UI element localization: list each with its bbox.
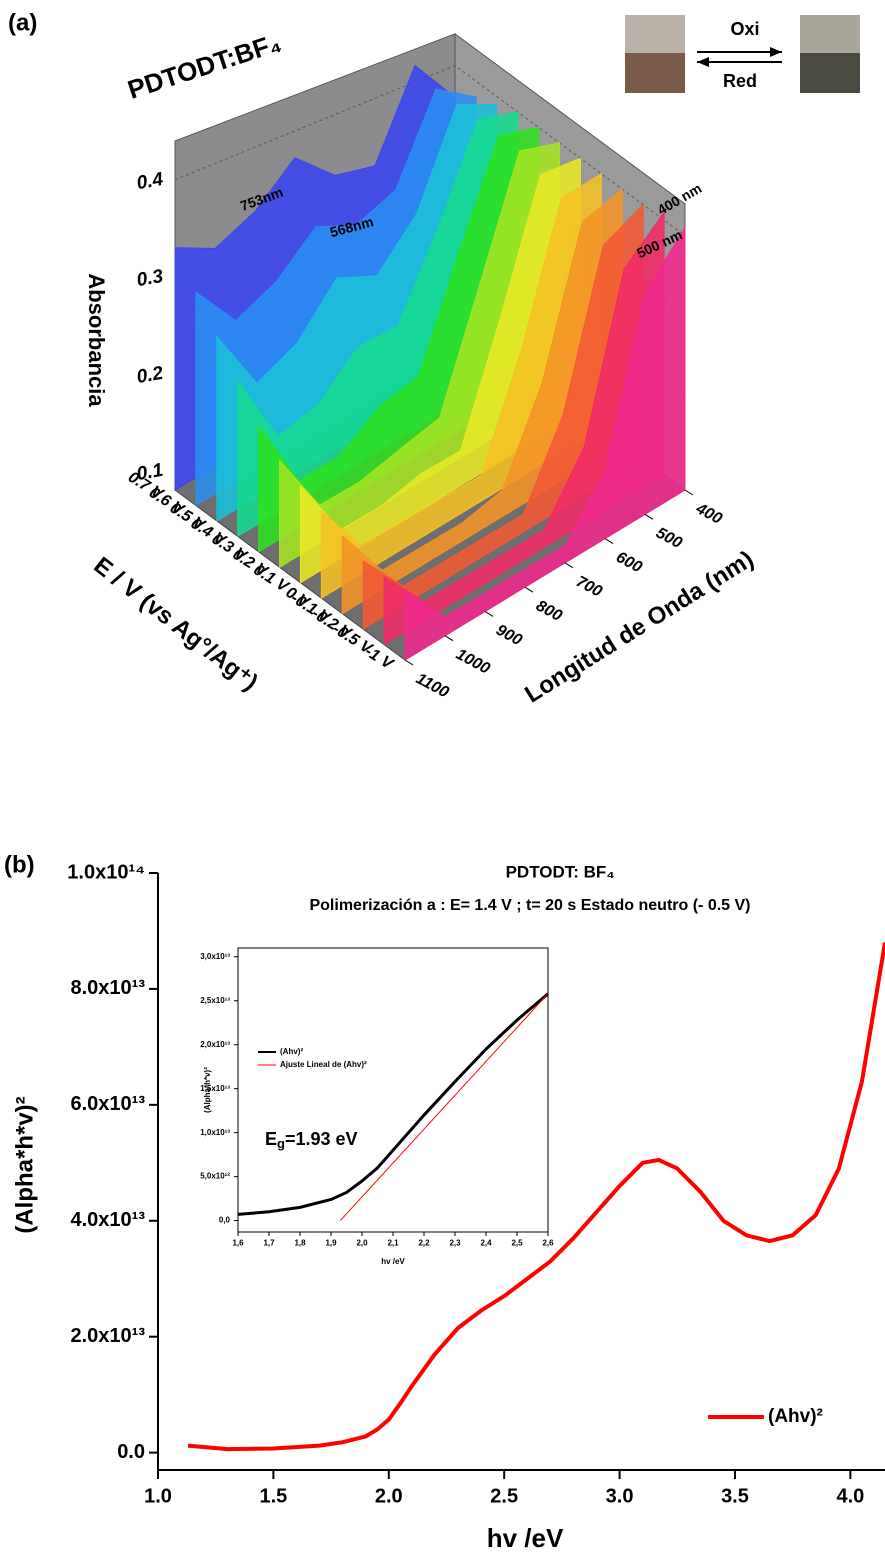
y-tick-label: 0.3 — [135, 266, 165, 291]
y-axis-label: (Alpha*h*v)² — [11, 1096, 38, 1233]
y-tick-label: 2.0x10¹³ — [71, 1325, 146, 1347]
arrow-head — [770, 47, 782, 57]
x-tick-label: 3.0 — [606, 1485, 634, 1507]
x-tick-label: 600 — [613, 549, 645, 577]
z-axis-label: E / V (vs Ag°/Ag⁺) — [89, 552, 263, 696]
x-tick-label: 2,5 — [511, 1238, 523, 1247]
data-line — [187, 942, 885, 1452]
x-tick-label: 4.0 — [836, 1485, 864, 1507]
y-tick-label: 0,0 — [219, 1216, 231, 1225]
legend-label: (Ahv)² — [768, 1406, 823, 1427]
tick-mark — [404, 659, 414, 666]
y-tick-label: 0.1 — [135, 460, 165, 485]
x-tick-label: 1.5 — [259, 1485, 287, 1507]
y-axis-label: (Alpha*h*v)² — [203, 1067, 212, 1113]
oxi-label: Oxi — [730, 19, 759, 39]
x-tick-label: 400 — [692, 500, 725, 528]
y-tick-label: 4.0x10¹³ — [71, 1209, 146, 1231]
y-tick-label: 1,0x10¹³ — [200, 1128, 230, 1137]
spectrum — [216, 103, 498, 522]
y-tick-label: 2,0x10¹³ — [200, 1040, 230, 1049]
legend-label: (Ahv)² — [280, 1047, 303, 1056]
x-tick-label: 2,2 — [418, 1238, 430, 1247]
y-tick-label: 0.0 — [117, 1441, 145, 1463]
y-tick-label: 1.0x10¹⁴ — [67, 861, 145, 883]
y-tick-label: 6.0x10¹³ — [71, 1093, 146, 1115]
y-tick-label: 8.0x10¹³ — [71, 977, 146, 999]
spectrum — [404, 227, 686, 661]
annotation: Eg=1.93 eV — [265, 1129, 358, 1152]
x-tick-label: 800 — [533, 597, 565, 625]
annotation-part: g — [277, 1136, 285, 1151]
tick-mark — [644, 513, 654, 520]
chart-title: PDTODT: BF₄ — [506, 862, 615, 881]
x-tick-label: 1,7 — [263, 1238, 275, 1247]
x-tick-label: 3.5 — [721, 1485, 749, 1507]
photos: Oxi Red — [625, 15, 860, 93]
tick-mark — [524, 586, 534, 593]
x-axis-label: hv /eV — [487, 1523, 564, 1553]
tick-mark — [484, 611, 494, 617]
panel-label: (a) — [8, 9, 37, 36]
photo-band — [625, 15, 685, 53]
photo-band — [800, 15, 860, 53]
y-tick-label: 1,5x10¹³ — [200, 1084, 230, 1093]
x-tick-label: 900 — [493, 622, 525, 650]
data-line — [339, 993, 549, 1221]
tick-mark — [444, 635, 454, 642]
grid-line — [174, 65, 686, 237]
x-tick-label: 1100 — [413, 670, 451, 701]
spectrum — [258, 126, 540, 553]
chart-subtitle: Polimerización a : E= 1.4 V ; t= 20 s Es… — [309, 897, 750, 914]
x-tick-label: 2,1 — [387, 1238, 399, 1247]
y-tick-label: 5,0x10¹² — [200, 1172, 230, 1181]
annotation-part: E — [265, 1129, 277, 1149]
y-tick-label: 0.2 — [135, 363, 165, 388]
annotation-part: =1.93 eV — [285, 1129, 358, 1149]
x-tick-label: 2,4 — [480, 1238, 492, 1247]
red-label: Red — [723, 71, 757, 91]
y-tick-label: 2,5x10¹³ — [200, 996, 230, 1005]
tick-mark — [564, 562, 574, 569]
x-tick-label: 2.0 — [375, 1485, 403, 1507]
y-axis-label: Absorbancia — [84, 273, 109, 407]
plot-frame — [237, 947, 549, 1233]
x-tick-label: 1,9 — [325, 1238, 337, 1247]
x-tick-label: 1000 — [453, 646, 493, 678]
x-axis-label: hv /eV — [381, 1257, 405, 1266]
tick-mark — [684, 489, 694, 496]
y-tick-label: 0.4 — [135, 169, 165, 194]
x-tick-label: 2,3 — [449, 1238, 461, 1247]
x-tick-label: 700 — [573, 573, 605, 601]
panel-label: (b) — [4, 851, 35, 878]
x-tick-label: 500 — [653, 525, 685, 553]
x-tick-label: 1.0 — [144, 1485, 172, 1507]
chart-title: PDTODT:BF₄ — [124, 27, 285, 105]
legend-label: Ajuste Lineal de (Ahv)² — [280, 1060, 367, 1069]
arrow-head — [697, 57, 709, 67]
x-tick-label: 1,8 — [294, 1238, 306, 1247]
tick-mark — [604, 538, 614, 544]
x-tick-label: 2,6 — [542, 1238, 554, 1247]
spectrum — [237, 111, 519, 537]
y-tick-label: 3,0x10¹³ — [200, 952, 230, 961]
x-tick-label: 2,0 — [356, 1238, 368, 1247]
x-tick-label: 2.5 — [490, 1485, 518, 1507]
data-line — [237, 992, 549, 1216]
x-tick-label: 1,6 — [232, 1238, 244, 1247]
